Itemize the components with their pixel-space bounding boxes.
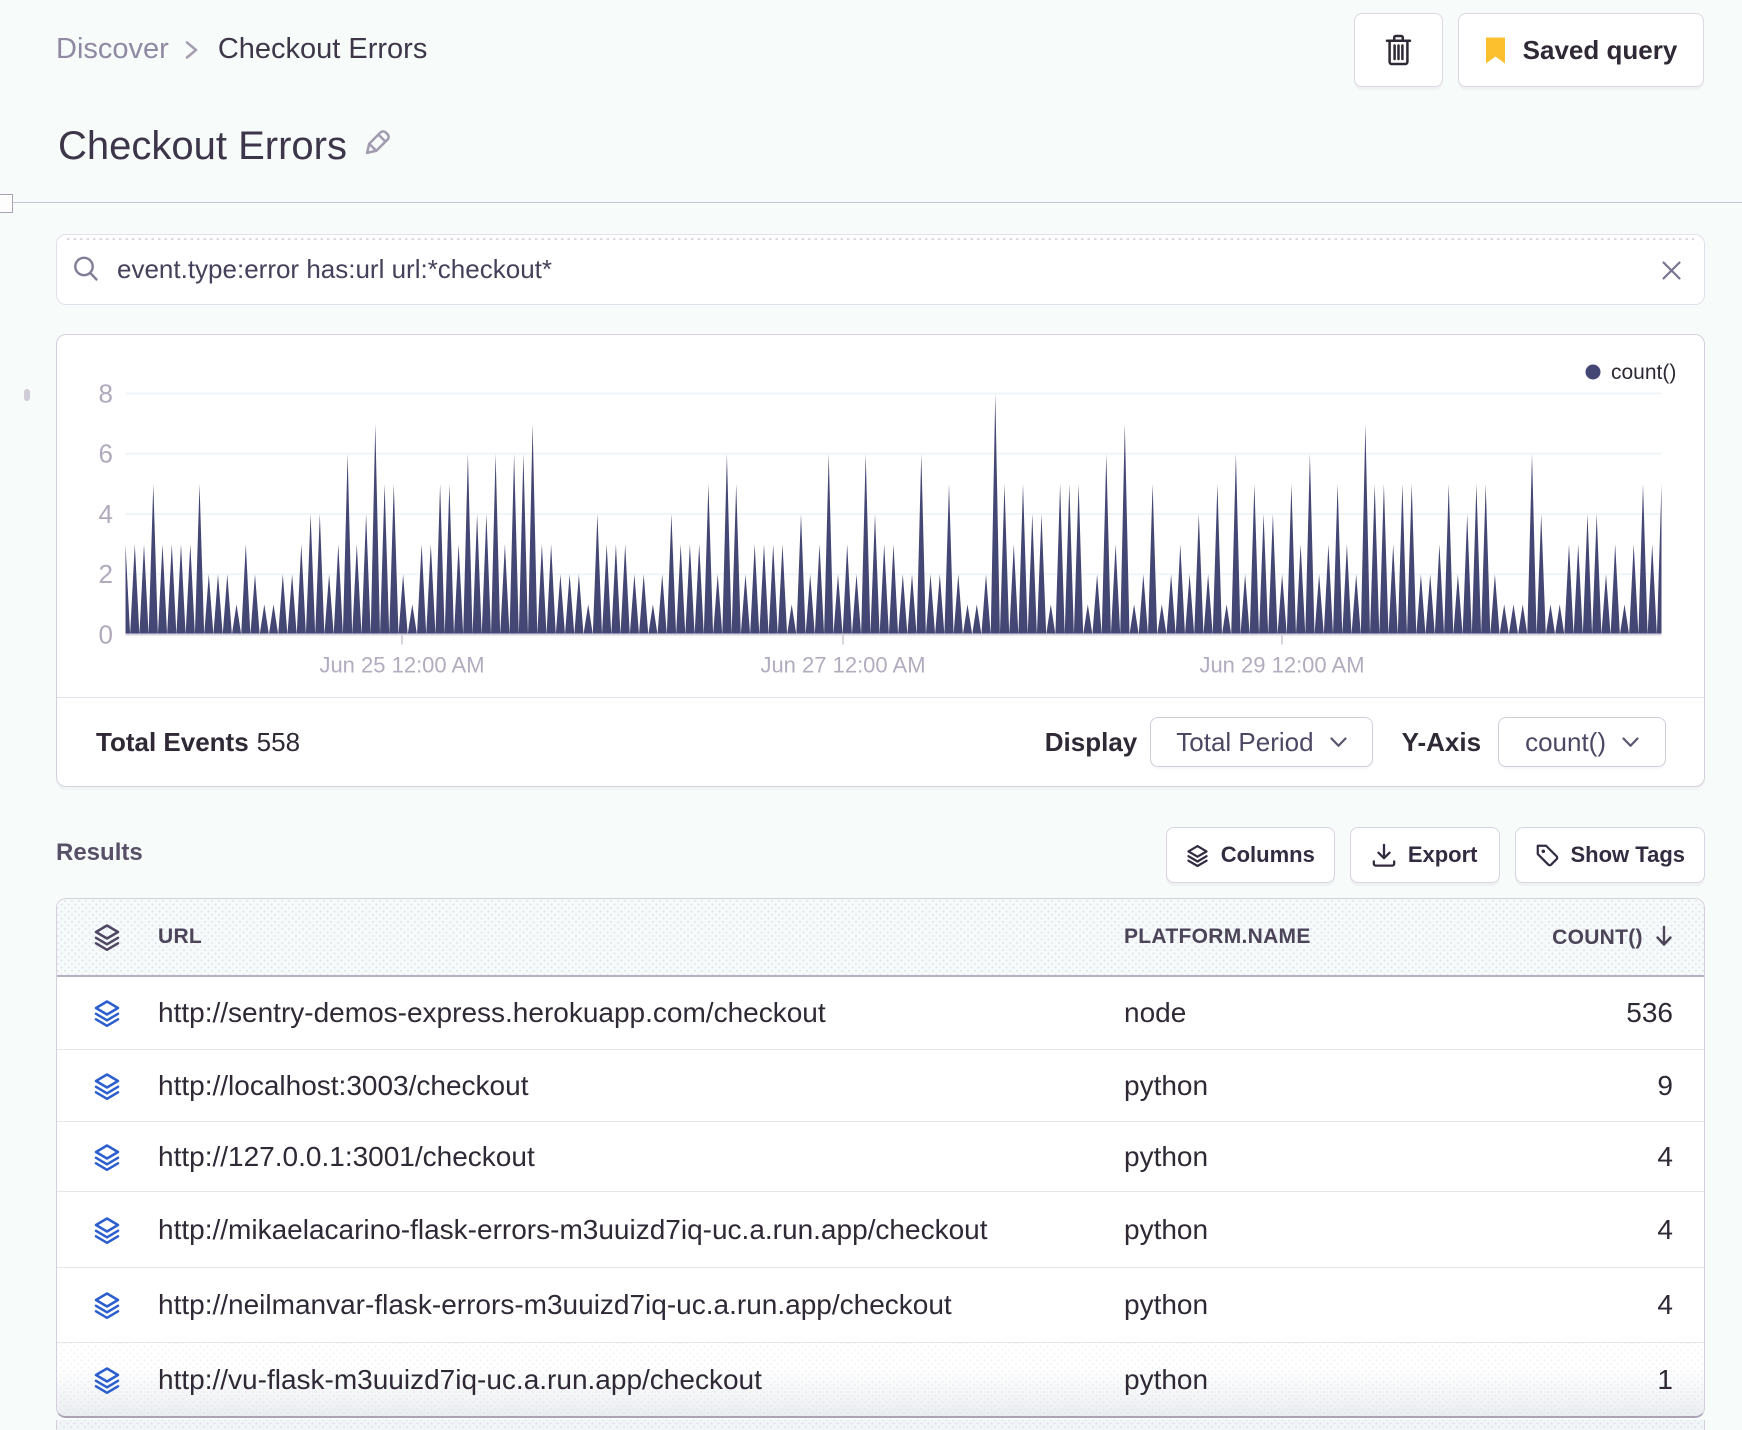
svg-text:Jun 29 12:00 AM: Jun 29 12:00 AM (1199, 653, 1364, 678)
svg-text:count(): count() (1611, 361, 1676, 384)
svg-text:Jun 27 12:00 AM: Jun 27 12:00 AM (760, 653, 925, 678)
svg-text:4: 4 (99, 499, 113, 529)
svg-text:0: 0 (99, 620, 113, 650)
svg-text:Jun 25 12:00 AM: Jun 25 12:00 AM (319, 653, 484, 678)
svg-text:8: 8 (99, 379, 113, 409)
svg-text:6: 6 (99, 439, 113, 469)
svg-text:2: 2 (99, 559, 113, 589)
